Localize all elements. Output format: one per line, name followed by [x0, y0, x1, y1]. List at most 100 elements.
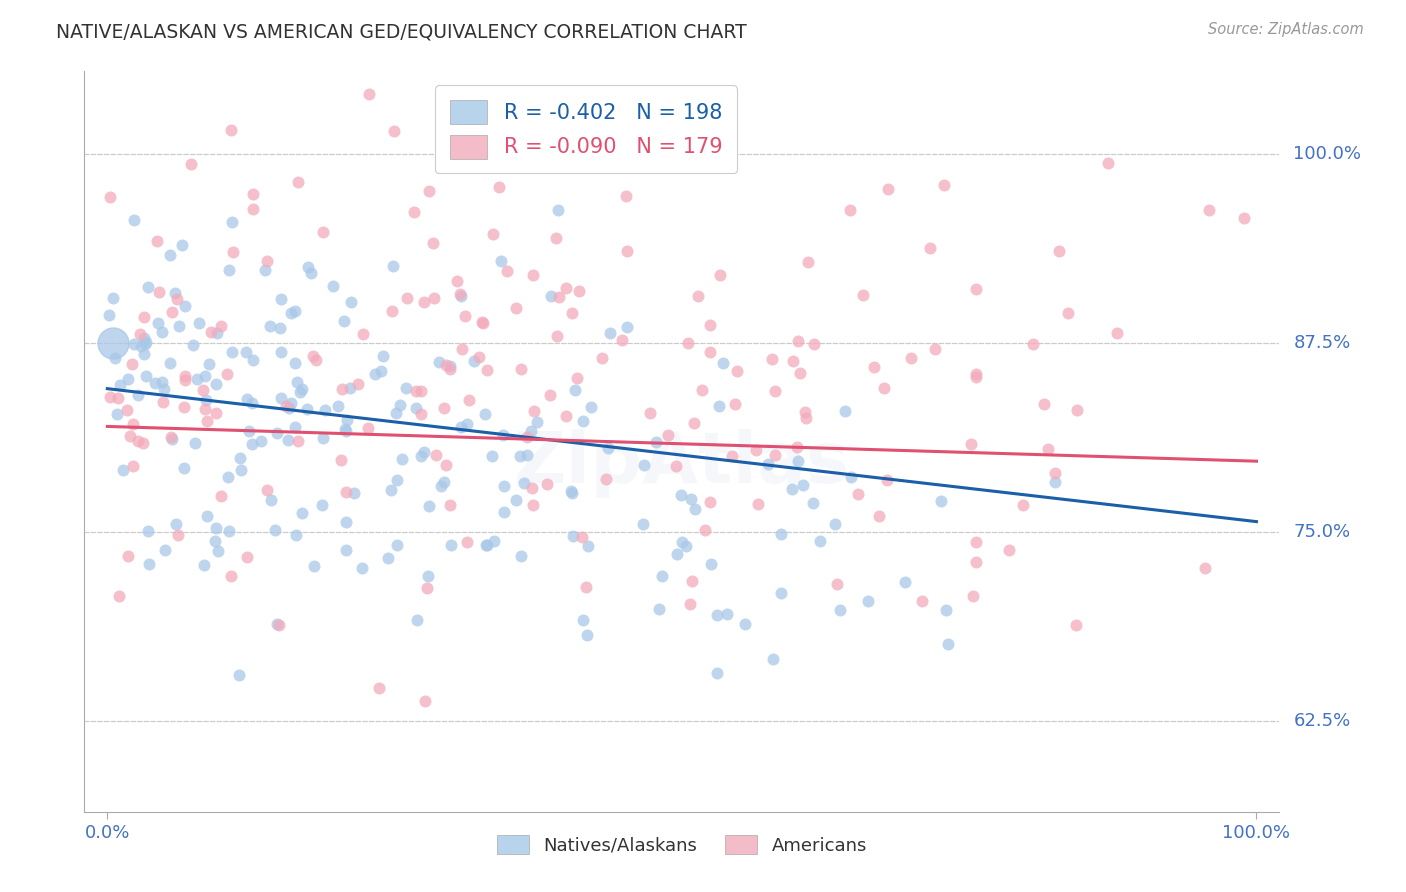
Point — [357, 87, 380, 102]
Point — [651, 569, 673, 583]
Point — [644, 434, 666, 449]
Point — [595, 472, 617, 486]
Point — [122, 213, 145, 227]
Point — [416, 568, 439, 582]
Point — [1064, 617, 1087, 632]
Point — [491, 253, 513, 268]
Point — [371, 349, 394, 363]
Point — [436, 458, 458, 472]
Point — [229, 451, 252, 466]
Point — [207, 544, 229, 558]
Point — [270, 392, 292, 406]
Point — [284, 303, 307, 318]
Point — [446, 274, 468, 288]
Point — [160, 430, 183, 444]
Point — [648, 601, 671, 615]
Point — [824, 516, 846, 531]
Point — [146, 316, 169, 330]
Point — [761, 352, 783, 367]
Point — [938, 637, 960, 651]
Text: Source: ZipAtlas.com: Source: ZipAtlas.com — [1208, 22, 1364, 37]
Point — [291, 382, 314, 396]
Point — [998, 542, 1021, 557]
Point — [475, 363, 498, 377]
Point — [959, 437, 981, 451]
Point — [681, 492, 703, 507]
Point — [876, 473, 898, 487]
Point — [101, 336, 124, 351]
Point — [423, 291, 446, 305]
Point — [1107, 326, 1129, 340]
Point — [591, 351, 613, 365]
Point — [678, 335, 700, 350]
Point — [121, 358, 143, 372]
Point — [312, 432, 335, 446]
Point — [256, 483, 278, 498]
Point — [468, 350, 491, 364]
Point — [132, 310, 155, 324]
Point — [377, 551, 399, 566]
Point — [770, 586, 793, 600]
Point — [101, 292, 124, 306]
Point — [311, 498, 333, 512]
Point — [368, 681, 391, 695]
Point — [793, 405, 815, 419]
Text: 62.5%: 62.5% — [1294, 712, 1351, 730]
Point — [173, 368, 195, 383]
Point — [439, 538, 461, 552]
Point — [136, 280, 159, 294]
Point — [690, 383, 713, 397]
Point — [699, 318, 721, 333]
Point — [516, 448, 538, 462]
Point — [314, 403, 336, 417]
Point — [209, 319, 232, 334]
Point — [188, 316, 211, 330]
Point — [384, 406, 406, 420]
Point — [409, 407, 432, 421]
Point — [160, 432, 183, 446]
Point — [291, 506, 314, 520]
Point — [218, 524, 240, 539]
Point — [264, 524, 287, 538]
Point — [218, 263, 240, 277]
Point — [150, 326, 173, 340]
Point — [302, 559, 325, 574]
Point — [108, 378, 131, 392]
Point — [1056, 306, 1078, 320]
Point — [236, 392, 259, 406]
Point — [522, 499, 544, 513]
Point — [297, 260, 319, 274]
Point — [679, 598, 702, 612]
Point — [572, 414, 595, 428]
Point — [288, 384, 311, 399]
Point — [200, 326, 222, 340]
Point — [794, 411, 817, 425]
Point — [564, 384, 586, 398]
Point — [217, 470, 239, 484]
Point — [180, 156, 202, 170]
Point — [900, 351, 922, 366]
Point — [117, 372, 139, 386]
Point — [682, 574, 704, 588]
Point — [380, 483, 402, 497]
Point — [276, 399, 298, 413]
Point — [616, 244, 638, 258]
Point — [449, 287, 471, 301]
Point — [127, 388, 149, 402]
Point — [510, 362, 533, 376]
Point — [683, 502, 706, 516]
Point — [152, 382, 174, 396]
Point — [238, 424, 260, 438]
Point — [482, 534, 505, 549]
Point — [124, 336, 146, 351]
Point — [284, 527, 307, 541]
Point — [509, 549, 531, 563]
Point — [350, 560, 373, 574]
Point — [450, 419, 472, 434]
Point — [205, 326, 228, 340]
Point — [343, 486, 366, 500]
Point — [439, 498, 461, 512]
Point — [266, 425, 288, 440]
Point — [721, 449, 744, 463]
Point — [450, 342, 472, 356]
